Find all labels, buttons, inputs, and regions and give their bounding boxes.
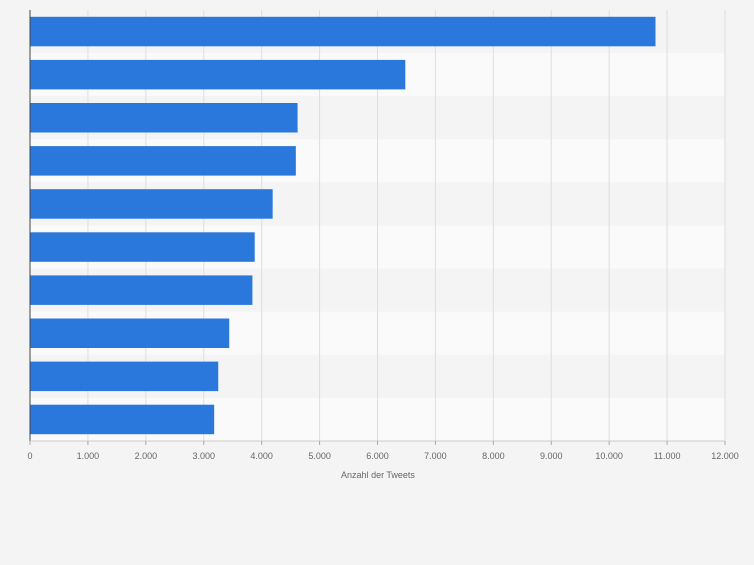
bar [30, 318, 230, 348]
x-tick-label: 9.000 [540, 451, 563, 461]
bar [30, 361, 219, 392]
x-tick-label: 0 [27, 451, 32, 461]
x-tick-label: 11.000 [654, 451, 681, 461]
bars [30, 16, 656, 435]
x-tick-label: 4.000 [250, 451, 273, 461]
bar [30, 275, 253, 305]
bar [30, 16, 656, 47]
x-tick-label: 8.000 [482, 451, 505, 461]
x-axis-label: Anzahl der Tweets [341, 470, 415, 480]
x-tick-label: 5.000 [308, 451, 331, 461]
bar [30, 189, 273, 219]
x-tick-label: 3.000 [192, 451, 215, 461]
x-tick-label: 7.000 [424, 451, 447, 461]
bar [30, 146, 296, 176]
bar [30, 232, 255, 262]
bar [30, 404, 215, 435]
bar [30, 103, 298, 133]
x-tick-label: 12.000 [711, 451, 739, 461]
bar [30, 59, 406, 90]
x-tick-labels: 0 1.000 2.000 3.000 4.000 5.000 6.000 7.000 8.00… [27, 441, 739, 461]
x-tick-label: 10.000 [595, 451, 623, 461]
x-tick-label: 1.000 [77, 451, 100, 461]
x-tick-label: 2.000 [135, 451, 158, 461]
x-tick-label: 6.000 [366, 451, 389, 461]
